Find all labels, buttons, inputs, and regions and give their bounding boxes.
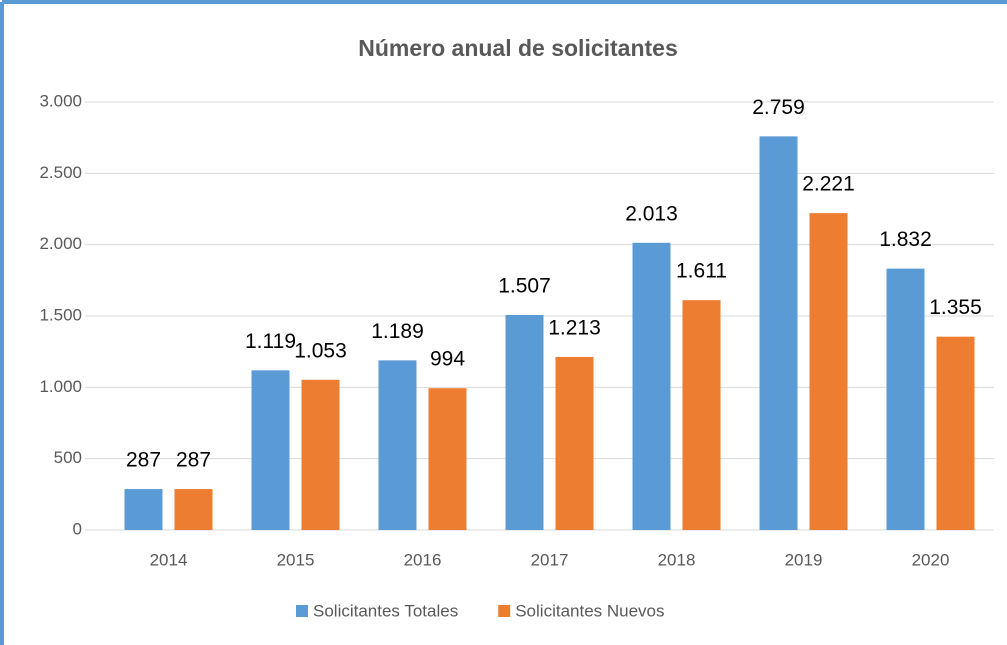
data-label: 1.355: [929, 296, 982, 319]
legend-swatch: [498, 605, 511, 617]
bar: [809, 213, 848, 530]
bar: [759, 136, 798, 530]
data-label: 1.611: [676, 260, 727, 283]
y-tick-label: 1.500: [39, 305, 82, 324]
bar: [505, 315, 544, 530]
data-label: 2.221: [802, 173, 855, 196]
y-tick-label: 0: [73, 519, 82, 538]
y-tick-label: 2.000: [39, 234, 82, 253]
bar: [378, 360, 417, 530]
data-label: 1.053: [294, 339, 347, 362]
x-tick-label: 2019: [785, 550, 823, 569]
y-tick-label: 3.000: [39, 91, 82, 110]
data-label: 2.013: [625, 202, 678, 225]
data-label: 1.213: [548, 316, 601, 339]
bar: [428, 388, 467, 530]
bar: [251, 370, 290, 530]
bar: [124, 489, 163, 530]
y-tick-label: 1.000: [39, 377, 82, 396]
data-label: 1.189: [371, 320, 424, 343]
x-tick-label: 2016: [404, 550, 442, 569]
data-label: 1.832: [879, 228, 932, 251]
x-tick-label: 2014: [150, 550, 188, 569]
legend-swatch: [296, 605, 308, 617]
data-label: 1.507: [498, 275, 551, 298]
y-tick-label: 500: [54, 448, 82, 467]
x-tick-label: 2017: [531, 550, 569, 569]
bar: [174, 489, 213, 530]
bar: [632, 242, 671, 530]
bar: [301, 379, 340, 530]
x-tick-label: 2015: [277, 550, 315, 569]
y-tick-label: 2.500: [39, 163, 82, 182]
data-label: 1.119: [245, 330, 296, 353]
bar: [555, 356, 594, 530]
data-label: 2.759: [752, 96, 805, 119]
legend-label: Solicitantes Nuevos: [515, 601, 664, 620]
bar: [682, 300, 721, 530]
data-label: 287: [126, 449, 161, 472]
x-tick-label: 2018: [658, 550, 696, 569]
data-label: 994: [430, 348, 465, 371]
data-label: 287: [176, 449, 211, 472]
bar: [886, 268, 925, 530]
chart-title: Número anual de solicitantes: [358, 35, 678, 61]
bar: [936, 336, 975, 530]
x-tick-label: 2020: [912, 550, 950, 569]
legend-label: Solicitantes Totales: [313, 601, 458, 620]
